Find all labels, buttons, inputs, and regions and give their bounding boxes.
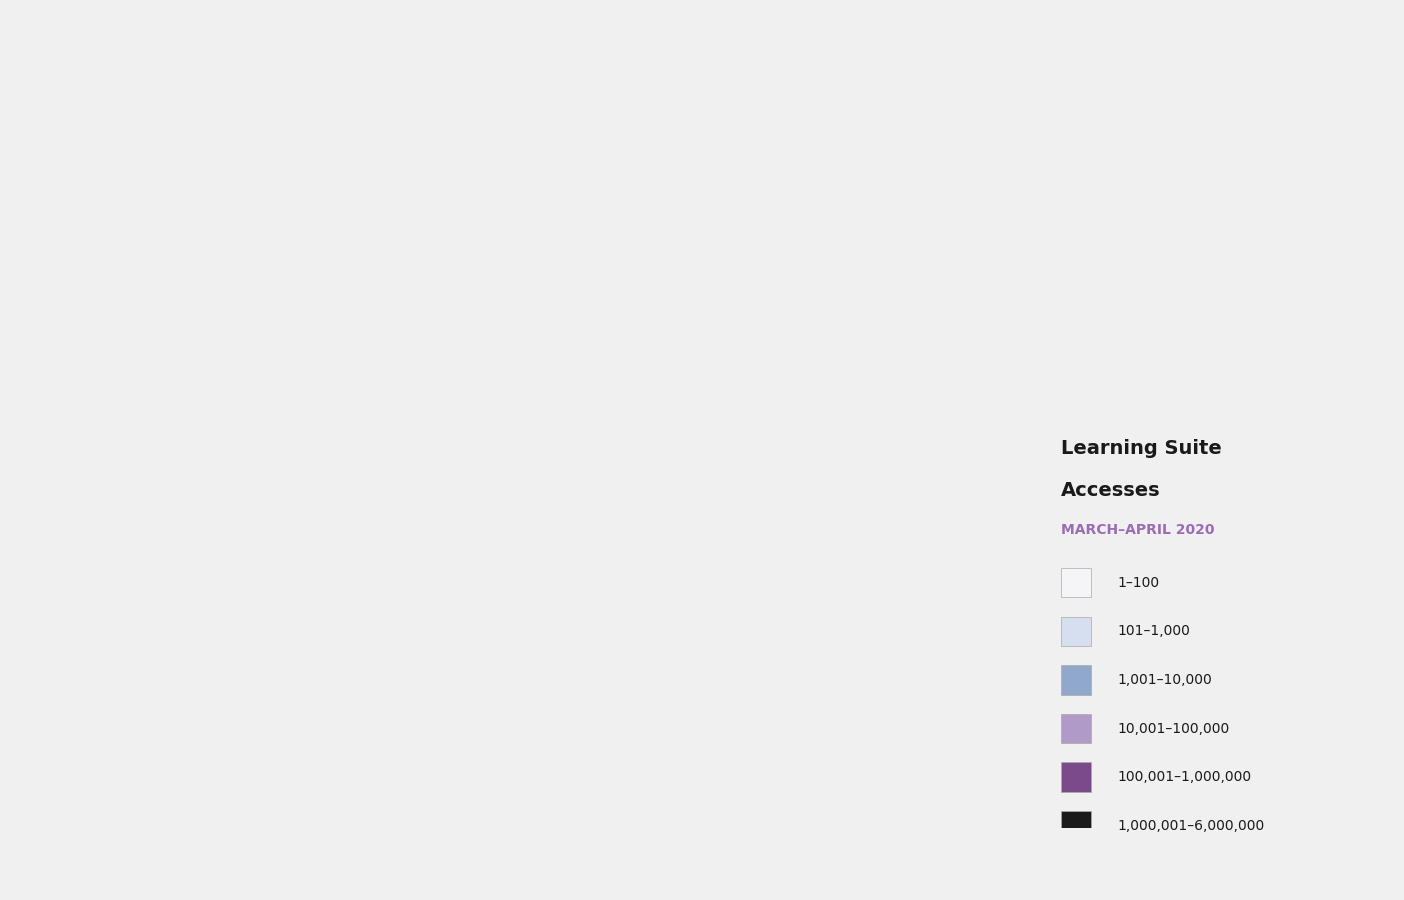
Text: 100,001–1,000,000: 100,001–1,000,000 [1118,770,1252,784]
FancyBboxPatch shape [1060,714,1091,743]
Text: 101–1,000: 101–1,000 [1118,625,1191,638]
Text: 10,001–100,000: 10,001–100,000 [1118,722,1230,735]
Text: MARCH–APRIL 2020: MARCH–APRIL 2020 [1060,524,1214,537]
FancyBboxPatch shape [1060,616,1091,646]
Text: Accesses: Accesses [1060,482,1160,500]
FancyBboxPatch shape [1060,811,1091,841]
Text: 1,000,001–6,000,000: 1,000,001–6,000,000 [1118,819,1265,832]
Text: 1,001–10,000: 1,001–10,000 [1118,673,1213,687]
FancyBboxPatch shape [1060,568,1091,598]
Text: 1–100: 1–100 [1118,576,1160,590]
FancyBboxPatch shape [1060,665,1091,695]
FancyBboxPatch shape [1060,762,1091,792]
Text: Learning Suite: Learning Suite [1060,439,1221,458]
